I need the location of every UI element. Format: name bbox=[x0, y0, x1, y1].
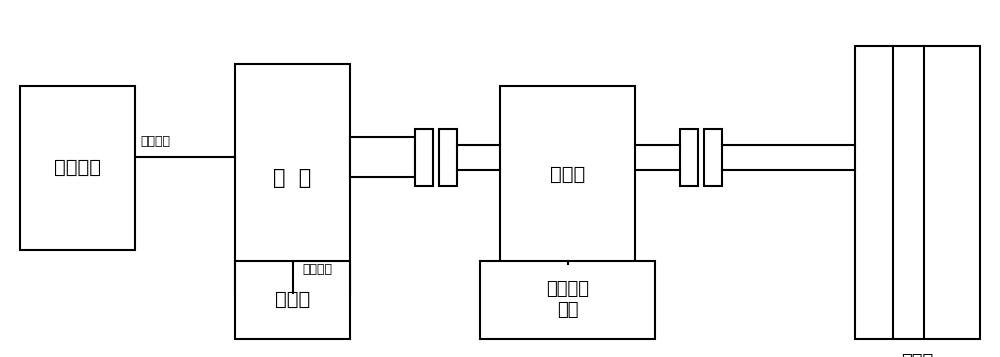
Text: 驱动器: 驱动器 bbox=[275, 290, 310, 310]
Text: 波动力矩
输出: 波动力矩 输出 bbox=[546, 281, 589, 319]
Text: 负载电阻: 负载电阻 bbox=[54, 158, 101, 177]
Bar bbox=[415, 129, 433, 186]
Bar bbox=[500, 86, 635, 264]
Bar bbox=[350, 137, 415, 177]
Text: 大惯量
飞轮: 大惯量 飞轮 bbox=[901, 353, 934, 357]
Bar bbox=[20, 86, 135, 250]
Text: 传感器: 传感器 bbox=[550, 165, 585, 185]
Bar bbox=[704, 129, 722, 186]
Bar bbox=[235, 261, 350, 339]
Bar bbox=[439, 129, 457, 186]
Bar bbox=[855, 46, 980, 339]
Bar bbox=[480, 261, 655, 339]
Bar bbox=[235, 64, 350, 293]
Text: 电  机: 电 机 bbox=[273, 169, 312, 188]
Bar bbox=[680, 129, 698, 186]
Text: 电动单元: 电动单元 bbox=[302, 263, 332, 276]
Text: 发电单元: 发电单元 bbox=[140, 135, 170, 148]
